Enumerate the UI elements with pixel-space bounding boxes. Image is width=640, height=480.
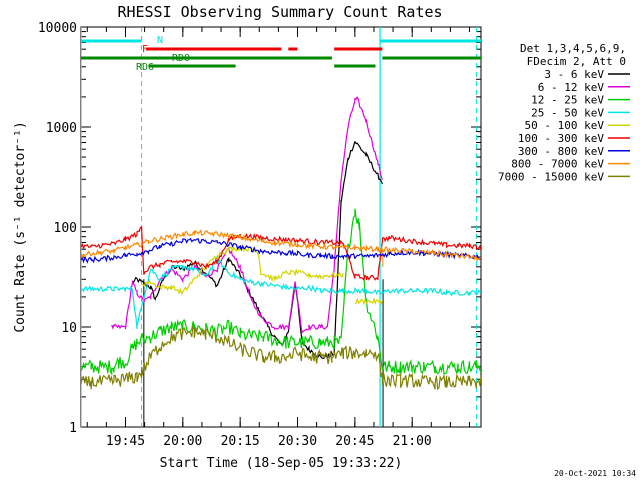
annotation-label: F (142, 44, 148, 55)
x-tick-label: 20:15 (221, 434, 260, 449)
x-tick-label: 20:00 (163, 434, 202, 449)
y-tick-label: 100 (54, 221, 77, 236)
x-axis-label: Start Time (18-Sep-05 19:33:22) (160, 456, 403, 471)
y-axis-label: Count Rate (s⁻¹ detector⁻¹) (13, 121, 28, 332)
legend-entry-label: 7000 - 15000 keV (498, 170, 604, 183)
series-line (81, 208, 481, 376)
series-line (81, 325, 481, 391)
series-line (81, 254, 481, 329)
legend-entry-label: 100 - 300 keV (518, 132, 604, 145)
legend-entry-label: 800 - 7000 keV (511, 158, 604, 171)
annotation-label: RD0 (172, 53, 190, 64)
x-tick-label: 20:45 (335, 434, 374, 449)
legend-entry-label: 50 - 100 keV (525, 119, 605, 132)
legend-entry-label: 300 - 800 keV (518, 145, 604, 158)
x-tick-label: 21:00 (393, 434, 432, 449)
annotation-label: N (157, 35, 163, 46)
chart-title: RHESSI Observing Summary Count Rates (117, 3, 442, 21)
legend-entry-label: 3 - 6 keV (544, 68, 604, 81)
legend-entry-label: 6 - 12 keV (538, 81, 605, 94)
footer-date: 20-Oct-2021 10:34 (554, 469, 636, 478)
series-line (81, 229, 481, 262)
legend-header: Det 1,3,4,5,6,9, (520, 42, 626, 55)
y-tick-label: 1 (69, 421, 77, 436)
y-tick-label: 10 (61, 321, 77, 336)
legend-header: FDecim 2, Att 0 (527, 55, 626, 68)
y-tick-label: 1000 (46, 121, 77, 136)
series-line (81, 226, 481, 282)
legend-entry-label: 12 - 25 keV (531, 94, 604, 107)
legend-entry-label: 25 - 50 keV (531, 106, 604, 119)
series-line (111, 96, 383, 333)
x-tick-label: 20:30 (278, 434, 317, 449)
y-tick-label: 10000 (38, 21, 77, 36)
x-tick-label: 19:45 (106, 434, 145, 449)
annotation-label: RD6 (136, 62, 154, 73)
